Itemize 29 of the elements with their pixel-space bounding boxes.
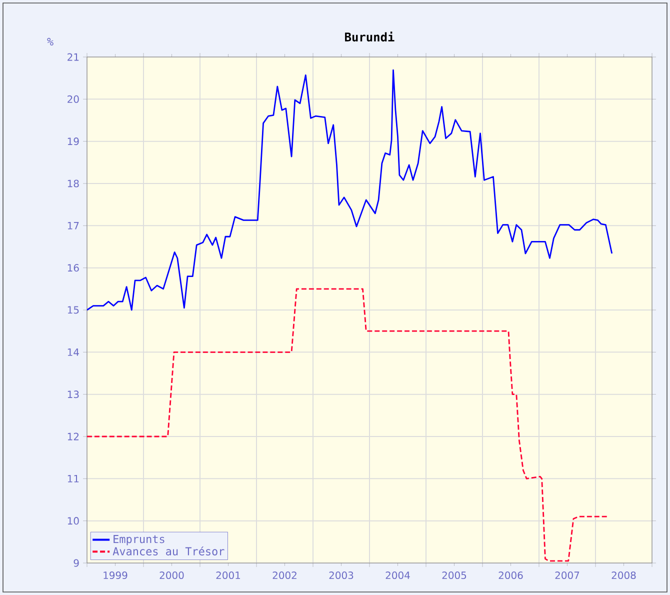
x-tick-label: 2002 [272,571,296,580]
x-tick-label: 2000 [160,571,184,580]
x-tick-label: 2007 [555,571,580,580]
x-tick-label: 1999 [104,571,128,580]
y-tick-label: 17 [68,222,79,230]
line-series [87,288,610,562]
y-tick-label: 15 [68,306,79,314]
y-tick-label: 10 [68,517,79,525]
y-tick-label: 16 [68,264,79,272]
y-tick-label: 11 [68,475,79,482]
y-tick-label: 20 [68,95,79,103]
legend-label: Avances au Trésor [112,546,224,556]
y-axis-title: % [47,38,54,46]
y-tick-label: 9 [74,559,79,567]
x-tick-label: 2006 [498,571,523,580]
x-tick-label: 2004 [386,571,410,580]
line-series [87,69,613,311]
y-tick-label: 21 [68,53,79,61]
x-tick-label: 2005 [442,571,466,580]
chart-title: Burundi [345,32,394,42]
y-tick-label: 13 [68,390,79,398]
y-tick-label: 19 [68,138,79,146]
legend-label: Emprunts [114,535,164,546]
x-tick-label: 2001 [216,571,240,580]
y-tick-label: 18 [68,180,79,188]
y-tick-label: 14 [68,348,79,356]
x-tick-label: 2003 [329,571,354,580]
x-tick-label: 2008 [612,571,636,580]
y-tick-label: 12 [68,432,79,440]
